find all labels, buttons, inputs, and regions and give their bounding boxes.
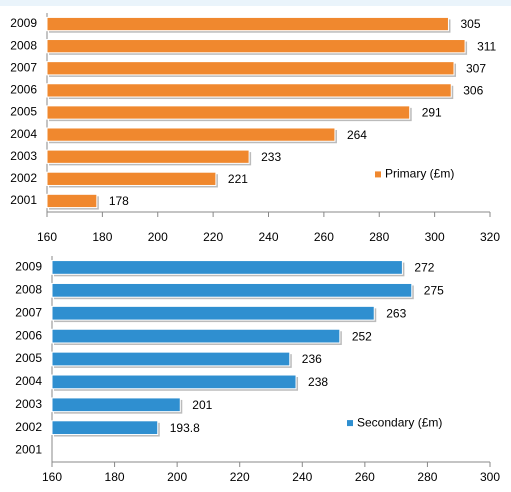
bar xyxy=(51,420,159,436)
top-band xyxy=(0,0,511,6)
x-tick-label: 220 xyxy=(203,230,223,244)
legend-swatch xyxy=(347,420,353,427)
bar xyxy=(51,374,297,390)
bar xyxy=(46,83,452,98)
data-label: 307 xyxy=(466,61,486,75)
bar xyxy=(51,328,341,344)
legend-label: Secondary (£m) xyxy=(357,415,442,429)
bar xyxy=(46,193,98,209)
y-tick-label: 2008 xyxy=(15,283,42,297)
bar xyxy=(51,305,375,321)
legend-swatch xyxy=(375,171,381,178)
y-tick-label: 2009 xyxy=(15,260,42,274)
data-label: 193.8 xyxy=(170,421,200,435)
y-tick-label: 2009 xyxy=(10,16,37,30)
x-tick-label: 260 xyxy=(314,230,334,244)
x-tick-label: 260 xyxy=(355,470,375,484)
x-tick-label: 180 xyxy=(105,470,125,484)
bar xyxy=(51,260,403,275)
bar xyxy=(46,105,411,120)
data-label: 236 xyxy=(302,352,322,366)
bar xyxy=(46,127,336,142)
y-tick-label: 2007 xyxy=(10,60,37,74)
y-tick-label: 2002 xyxy=(10,171,37,185)
y-tick-label: 2001 xyxy=(15,443,42,457)
data-label: 264 xyxy=(347,128,367,142)
data-label: 252 xyxy=(352,329,372,343)
y-tick-label: 2005 xyxy=(10,105,37,119)
x-tick-label: 240 xyxy=(292,470,312,484)
x-tick-label: 280 xyxy=(417,470,437,484)
data-label: 201 xyxy=(192,398,212,412)
data-label: 272 xyxy=(414,261,434,275)
bar xyxy=(46,16,449,32)
bar xyxy=(46,149,250,164)
bar xyxy=(51,282,413,298)
y-tick-label: 2008 xyxy=(10,38,37,52)
data-label: 311 xyxy=(477,39,496,53)
legend-label: Primary (£m) xyxy=(385,167,454,181)
y-tick-label: 2007 xyxy=(15,305,42,319)
data-label: 178 xyxy=(109,194,129,208)
y-tick-label: 2003 xyxy=(15,397,42,411)
data-label: 275 xyxy=(424,284,444,298)
data-label: 233 xyxy=(261,150,281,164)
bar xyxy=(46,171,217,186)
y-tick-label: 2004 xyxy=(10,127,37,141)
x-tick-label: 180 xyxy=(92,230,112,244)
y-tick-label: 2002 xyxy=(15,420,42,434)
data-label: 263 xyxy=(386,306,406,320)
data-label: 306 xyxy=(463,84,483,98)
x-tick-label: 280 xyxy=(369,230,389,244)
y-tick-label: 2003 xyxy=(10,149,37,163)
data-label: 305 xyxy=(460,17,480,31)
x-tick-label: 200 xyxy=(167,470,187,484)
y-tick-label: 2005 xyxy=(15,351,42,365)
x-tick-label: 160 xyxy=(37,230,57,244)
y-tick-label: 2004 xyxy=(15,374,42,388)
x-tick-label: 200 xyxy=(148,230,168,244)
x-tick-label: 300 xyxy=(425,230,445,244)
x-tick-label: 300 xyxy=(480,470,500,484)
y-tick-label: 2006 xyxy=(10,83,37,97)
y-tick-label: 2006 xyxy=(15,328,42,342)
y-tick-label: 2001 xyxy=(10,193,37,207)
x-tick-label: 160 xyxy=(42,470,62,484)
bar xyxy=(46,61,455,76)
x-tick-label: 240 xyxy=(258,230,278,244)
bar xyxy=(51,397,181,413)
bar xyxy=(51,351,291,367)
x-tick-label: 320 xyxy=(480,230,500,244)
data-label: 291 xyxy=(422,106,442,120)
data-label: 238 xyxy=(308,375,328,389)
data-label: 221 xyxy=(228,172,248,186)
bar xyxy=(46,39,466,54)
x-tick-label: 220 xyxy=(230,470,250,484)
